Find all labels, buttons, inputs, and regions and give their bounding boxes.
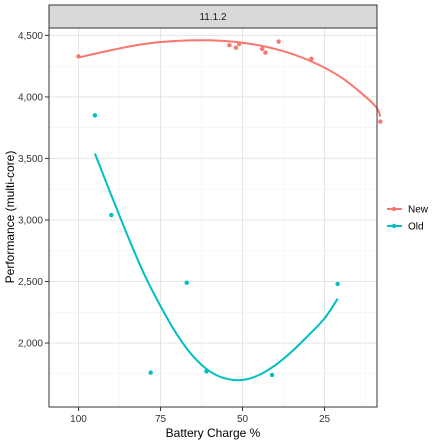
y-axis-title: Performance (multi-core): [3, 151, 17, 284]
grid-major: [49, 28, 377, 407]
data-point-new: [378, 119, 383, 124]
grid-minor: [49, 28, 377, 407]
data-point-new: [237, 41, 242, 47]
data-points: [76, 39, 383, 378]
data-point-old: [148, 370, 153, 375]
y-axis: 2,000 2,500 3,000 3,500 4,000 4,500: [18, 31, 49, 350]
data-point-old: [335, 281, 340, 287]
data-point-new: [263, 50, 268, 55]
data-point-new: [309, 56, 314, 61]
data-point-new: [233, 45, 239, 50]
data-point-old: [204, 369, 209, 374]
facet-strip-label: 11.1.2: [199, 12, 226, 23]
x-tick-label: 25: [319, 414, 331, 425]
data-point-old: [92, 113, 98, 118]
data-point-old: [109, 212, 114, 218]
legend-label-new: New: [408, 205, 429, 216]
plot-panel: [49, 28, 377, 407]
x-tick-label: 100: [70, 414, 87, 425]
data-point-new: [227, 43, 232, 48]
y-tick-label: 4,500: [18, 31, 43, 42]
legend-label-old: Old: [408, 222, 424, 233]
data-point-new: [76, 54, 81, 59]
data-point-old: [184, 280, 189, 285]
y-tick-label: 3,500: [18, 154, 43, 165]
y-tick-label: 2,500: [18, 277, 43, 288]
x-axis: 100 75 50 25: [70, 407, 331, 425]
legend-key-point-old: [391, 223, 397, 229]
legend: New Old: [386, 201, 429, 235]
data-point-new: [260, 46, 265, 52]
legend-key-point-new: [391, 206, 397, 212]
y-tick-label: 2,000: [18, 339, 43, 350]
x-tick-label: 75: [155, 414, 167, 425]
plot-panel-border: [48, 27, 378, 408]
y-tick-label: 3,000: [18, 215, 43, 226]
y-tick-label: 4,000: [18, 92, 43, 103]
trend-line-new: [78, 39, 382, 118]
x-tick-label: 50: [237, 414, 249, 425]
trend-line-old: [93, 153, 339, 382]
data-point-old: [269, 372, 275, 378]
x-axis-title: Battery Charge %: [166, 426, 261, 440]
data-point-new: [276, 39, 281, 44]
trend-lines: [78, 39, 382, 382]
